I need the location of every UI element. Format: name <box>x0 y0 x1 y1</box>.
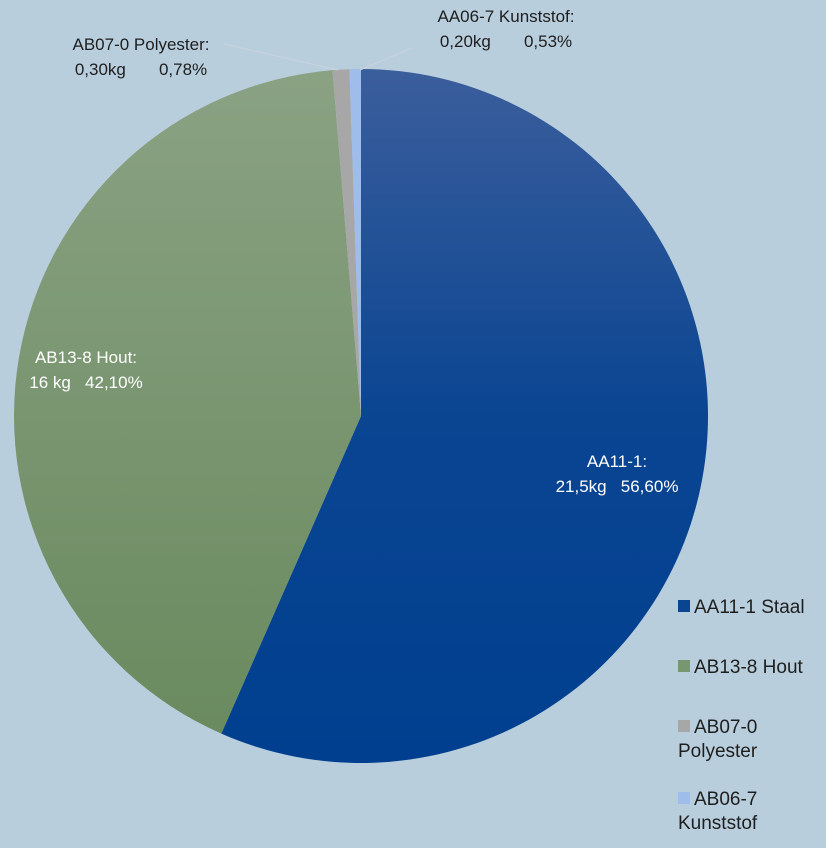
legend-item-2: AB07-0 Polyester <box>678 716 757 764</box>
data-labels: AA11-1: 21,5kg 56,60% AB13-8 Hout: 16 kg 42… <box>29 7 678 496</box>
pie-slice-ab06-7-kunststof <box>349 69 361 416</box>
data-label-3: AA06-7 Kunststof: 0,20kg 0,53% <box>437 7 574 51</box>
data-label-1: AB13-8 Hout: 16 kg 42,10% <box>29 348 142 392</box>
legend-label: AB07-0 <box>694 717 758 738</box>
legend-label: AB13-8 Hout <box>694 657 803 678</box>
legend-swatch <box>678 660 690 672</box>
pie-slices <box>14 69 709 764</box>
legend-item-1: AB13-8 Hout <box>678 656 803 680</box>
legend-swatch <box>678 600 690 612</box>
pie-slice-ab13-8-hout <box>14 70 362 734</box>
legend-label: AA11-1 Staal <box>694 597 805 618</box>
leader-line-3 <box>359 47 413 71</box>
leader-line-2 <box>223 43 339 71</box>
legend-swatch <box>678 792 690 804</box>
legend-label: AB06-7 <box>694 789 758 810</box>
legend-item-3: AB06-7 Kunststof <box>678 788 757 836</box>
pie-slice-aa11-1-staal <box>221 69 709 764</box>
legend-label-line: Polyester <box>678 741 758 762</box>
legend-swatch <box>678 720 690 732</box>
legend-label-line: Kunststof <box>678 813 758 834</box>
data-label-2: AB07-0 Polyester: 0,30kg 0,78% <box>72 35 209 79</box>
leader-lines <box>223 43 413 71</box>
pie-slice-ab07-0-polyester <box>332 69 361 416</box>
data-label-0: AA11-1: 21,5kg 56,60% <box>556 452 679 496</box>
legend-item-0: AA11-1 Staal <box>678 596 805 620</box>
